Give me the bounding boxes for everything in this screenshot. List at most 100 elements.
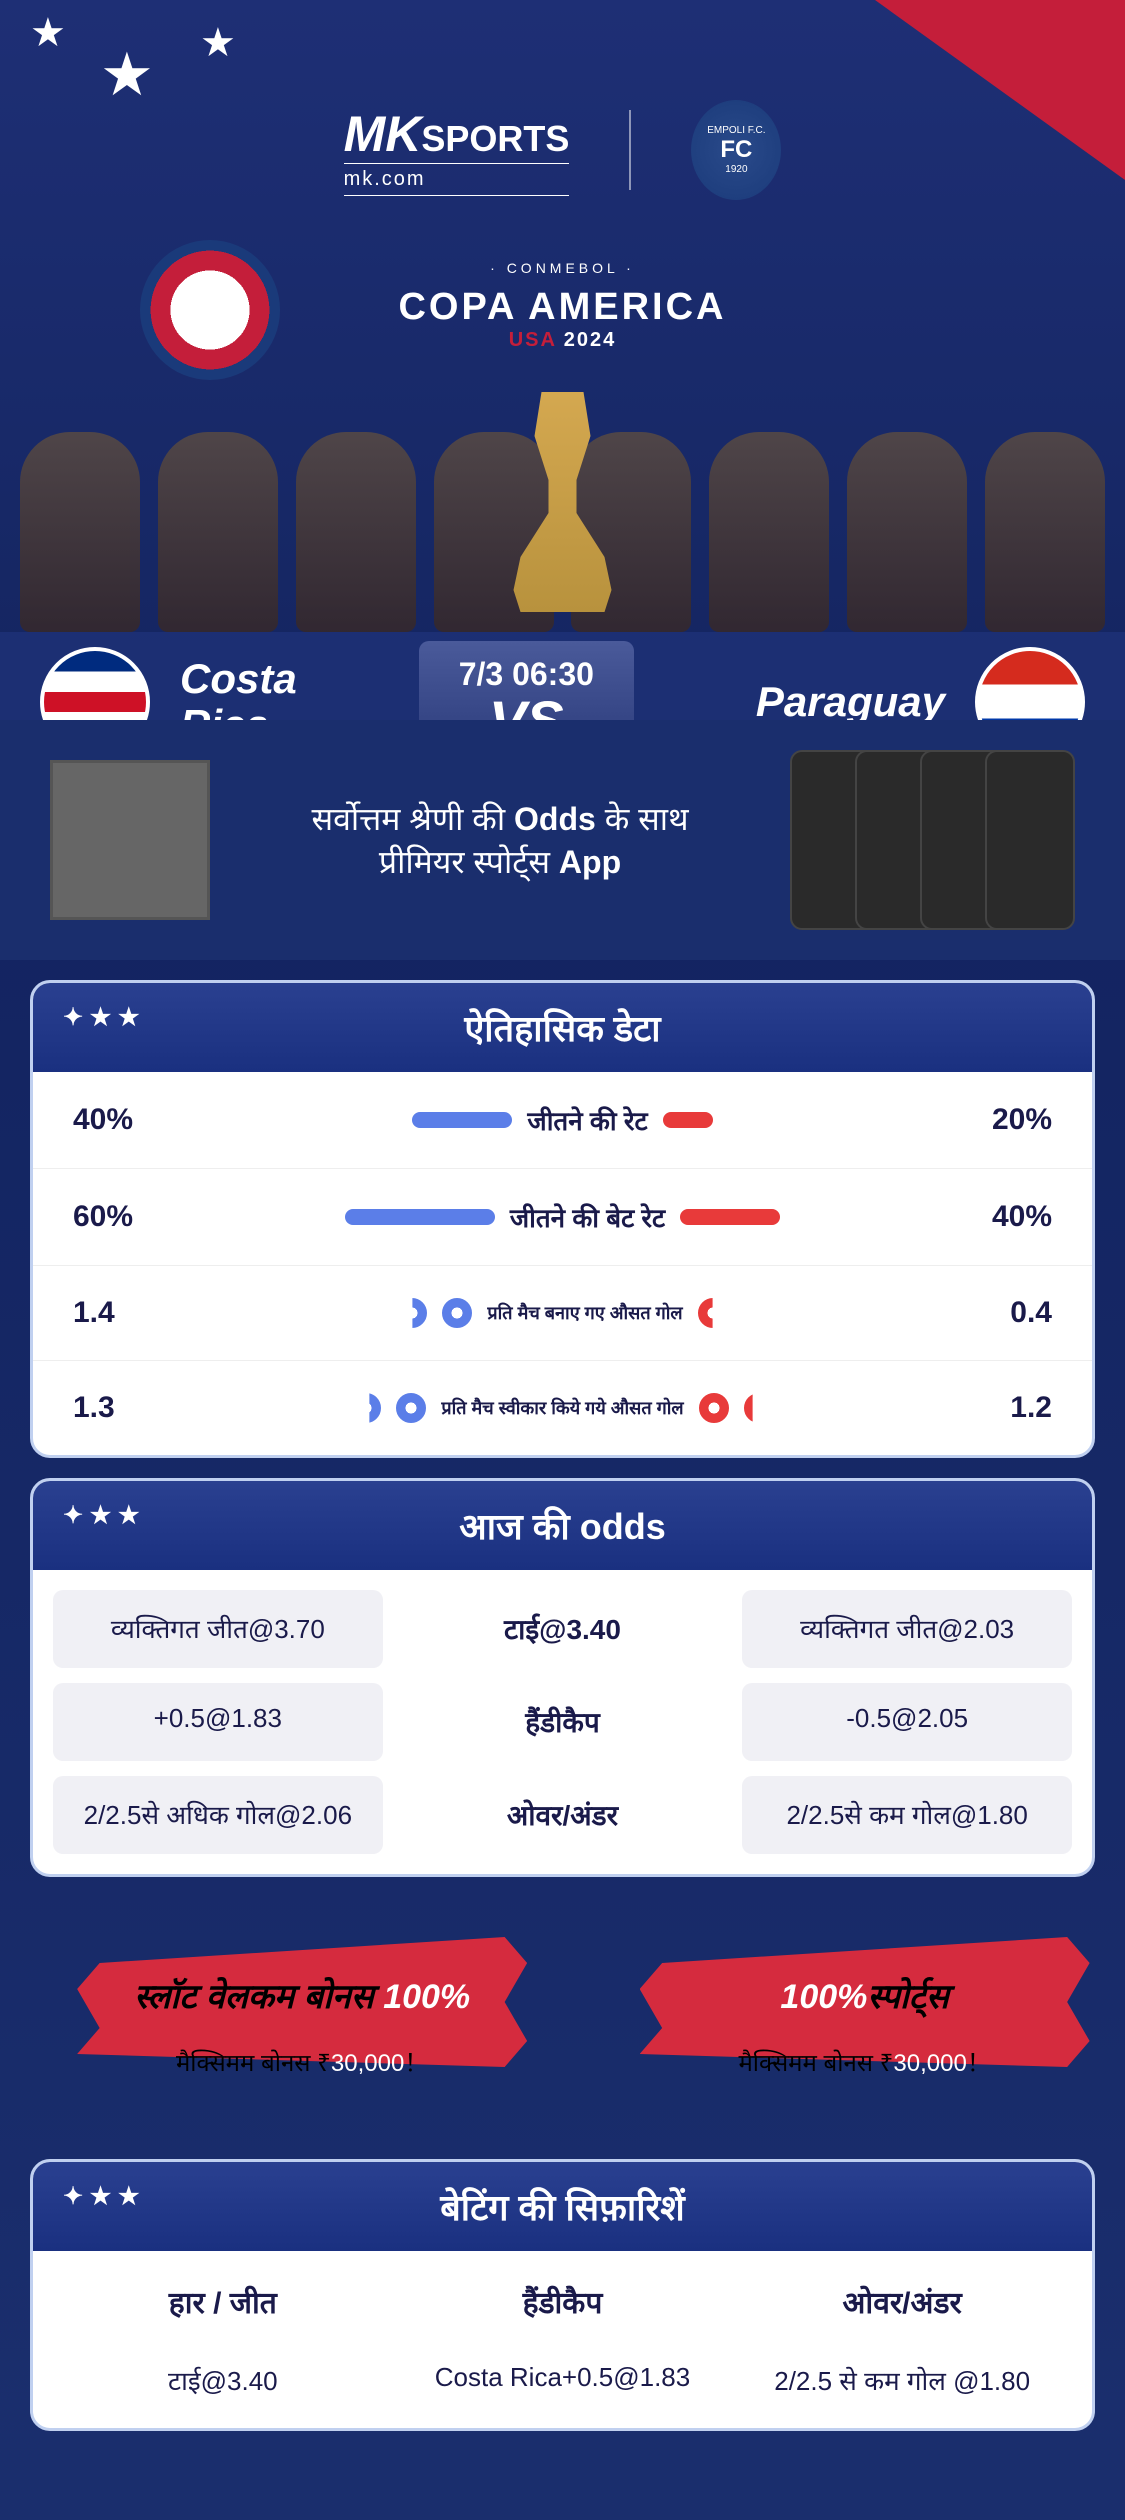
bonus-sub-text: मैक्सिमम बोनस ₹	[176, 2050, 331, 2077]
bar-blue-icon	[412, 1112, 512, 1128]
bonus-section: स्लॉट वेलकम बोनस 100% मैक्सिमम बोनस ₹30,…	[0, 1897, 1125, 2139]
recommendations-header: बेटिंग की सिफ़ारिशें	[33, 2162, 1092, 2251]
trophy-icon	[493, 392, 633, 612]
tournament-year: 2024	[564, 329, 617, 351]
stat-center: प्रति मैच बनाए गए औसत गोल	[213, 1298, 912, 1328]
vs-label: VS	[459, 693, 594, 721]
today-odds-card: आज की odds व्यक्तिगत जीत@3.70 टाई@3.40 व…	[30, 1478, 1095, 1877]
page-container: ★ ★ ★ MKSPORTS mk.com EMPOLI F.C. FC 192…	[0, 0, 1125, 2431]
logo-mk: MK	[344, 106, 422, 162]
promo-text: सर्वोत्तम श्रेणी की Odds के साथ प्रीमियर…	[210, 797, 790, 883]
team-a[interactable]: CostaRica	[40, 647, 297, 720]
partner-badge-name: EMPOLI F.C.	[707, 125, 765, 136]
ball-red-icon	[698, 1298, 728, 1328]
odds-cell[interactable]: -0.5@2.05	[742, 1683, 1072, 1761]
ball-red-icon	[744, 1393, 774, 1423]
ball-blue-icon	[351, 1393, 381, 1423]
bar-blue-icon	[345, 1209, 495, 1225]
bonus-sub-text: मैक्सिमम बोनस ₹	[738, 2050, 893, 2077]
odds-grid: व्यक्तिगत जीत@3.70 टाई@3.40 व्यक्तिगत जी…	[33, 1570, 1092, 1874]
flag-costa-rica-icon	[40, 647, 150, 720]
stat-center: जीतने की रेट	[213, 1102, 912, 1138]
odds-cell[interactable]: 2/2.5से कम गोल@1.80	[742, 1776, 1072, 1854]
bonus-subtitle: मैक्सिमम बोनस ₹30,000！	[738, 2043, 990, 2079]
bonus-excl: ！	[967, 2050, 991, 2077]
recommend-value[interactable]: 2/2.5 से कम गोल @1.80	[742, 2362, 1062, 2398]
bar-red-icon	[663, 1112, 713, 1128]
odds-cell[interactable]: +0.5@1.83	[53, 1683, 383, 1761]
bonus-percent: 100%	[780, 1978, 867, 2016]
odds-cell[interactable]: व्यक्तिगत जीत@2.03	[742, 1590, 1072, 1668]
promo-odds-word: Odds	[514, 801, 596, 837]
recommendations-card: बेटिंग की सिफ़ारिशें हार / जीत हैंडीकैप …	[30, 2159, 1095, 2431]
team-b-name: Paraguay	[756, 678, 945, 720]
partner-badge: EMPOLI F.C. FC 1920	[691, 100, 781, 200]
bar-red-icon	[680, 1209, 780, 1225]
phone-icon	[985, 750, 1075, 930]
logo-divider	[629, 110, 631, 190]
stat-label: जीतने की रेट	[527, 1102, 647, 1138]
odds-center-label: ओवर/अंडर	[398, 1776, 728, 1854]
stat-label: जीतने की बेट रेट	[510, 1199, 665, 1235]
promo-line2: प्रीमियर स्पोर्ट्स	[379, 844, 550, 880]
stat-row-win-rate: 40% जीतने की रेट 20%	[33, 1072, 1092, 1169]
vs-box: 7/3 06:30 VS	[419, 641, 634, 721]
logo-url: mk.com	[344, 163, 570, 196]
copa-logo-icon	[140, 240, 280, 380]
ball-blue-icon	[442, 1298, 472, 1328]
recommend-col-header: हैंडीकैप	[403, 2281, 723, 2342]
header-section: ★ ★ ★ MKSPORTS mk.com EMPOLI F.C. FC 192…	[0, 0, 1125, 720]
team-b[interactable]: Paraguay	[756, 647, 1085, 720]
stat-right-value: 1.2	[912, 1391, 1052, 1425]
match-datetime: 7/3 06:30	[459, 656, 594, 693]
ball-blue-icon	[397, 1298, 427, 1328]
app-screenshots[interactable]	[790, 750, 1075, 930]
recommend-value[interactable]: Costa Rica+0.5@1.83	[403, 2362, 723, 2398]
today-odds-header: आज की odds	[33, 1481, 1092, 1570]
partner-badge-year: 1920	[725, 164, 747, 175]
ball-red-icon	[699, 1393, 729, 1423]
recommendations-grid: हार / जीत हैंडीकैप ओवर/अंडर टाई@3.40 Cos…	[33, 2251, 1092, 2428]
bonus-amount: 30,000	[893, 2050, 966, 2077]
tournament-location: USA	[509, 329, 556, 351]
stat-row-goals-scored: 1.4 प्रति मैच बनाए गए औसत गोल 0.4	[33, 1266, 1092, 1361]
stat-left-value: 1.4	[73, 1296, 213, 1330]
stat-label: प्रति मैच बनाए गए औसत गोल	[487, 1301, 682, 1325]
bonus-title: 100%स्पोर्ट्स	[738, 1957, 990, 2033]
stat-left-value: 40%	[73, 1103, 213, 1137]
promo-app-word: App	[559, 844, 621, 880]
bonus-amount: 30,000	[331, 2050, 404, 2077]
stat-row-goals-conceded: 1.3 प्रति मैच स्वीकार किये गये औसत गोल 1…	[33, 1361, 1092, 1455]
bonus-card-sports[interactable]: 100%स्पोर्ट्स मैक्सिमम बोनस ₹30,000！	[738, 1957, 990, 2079]
bonus-title-text: स्लॉट वेलकम बोनस	[134, 1978, 374, 2016]
stat-left-value: 60%	[73, 1200, 213, 1234]
odds-cell[interactable]: 2/2.5से अधिक गोल@2.06	[53, 1776, 383, 1854]
odds-center-label: हैंडीकैप	[398, 1683, 728, 1761]
odds-cell[interactable]: व्यक्तिगत जीत@3.70	[53, 1590, 383, 1668]
stat-center: जीतने की बेट रेट	[213, 1199, 912, 1235]
recommend-col-header: ओवर/अंडर	[742, 2281, 1062, 2342]
bonus-percent: 100%	[383, 1978, 470, 2016]
team-a-name: CostaRica	[180, 656, 297, 720]
promo-qr-placeholder[interactable]	[50, 760, 210, 920]
bonus-excl: ！	[404, 2050, 428, 2077]
stat-right-value: 0.4	[912, 1296, 1052, 1330]
bonus-title: स्लॉट वेलकम बोनस 100%	[134, 1957, 470, 2033]
recommend-value[interactable]: टाई@3.40	[63, 2362, 383, 2398]
main-logo[interactable]: MKSPORTS mk.com	[344, 105, 570, 196]
trophy-players-area	[0, 372, 1125, 632]
promo-line1-b: के साथ	[605, 801, 689, 837]
logo-section: MKSPORTS mk.com EMPOLI F.C. FC 1920	[0, 0, 1125, 240]
match-bar: CostaRica 7/3 06:30 VS Paraguay	[0, 632, 1125, 720]
historical-data-card: ऐतिहासिक डेटा 40% जीतने की रेट 20% 60% ज…	[30, 980, 1095, 1458]
stat-center: प्रति मैच स्वीकार किये गये औसत गोल	[213, 1393, 912, 1423]
stat-right-value: 20%	[912, 1103, 1052, 1137]
promo-line1-a: सर्वोत्तम श्रेणी की	[311, 801, 505, 837]
stat-row-bet-win-rate: 60% जीतने की बेट रेट 40%	[33, 1169, 1092, 1266]
bonus-title-text: स्पोर्ट्स	[867, 1978, 948, 2016]
bonus-subtitle: मैक्सिमम बोनस ₹30,000！	[134, 2043, 470, 2079]
bonus-card-slot[interactable]: स्लॉट वेलकम बोनस 100% मैक्सिमम बोनस ₹30,…	[134, 1957, 470, 2079]
stat-left-value: 1.3	[73, 1391, 213, 1425]
stat-label: प्रति मैच स्वीकार किये गये औसत गोल	[441, 1396, 683, 1420]
promo-bar: सर्वोत्तम श्रेणी की Odds के साथ प्रीमियर…	[0, 720, 1125, 960]
